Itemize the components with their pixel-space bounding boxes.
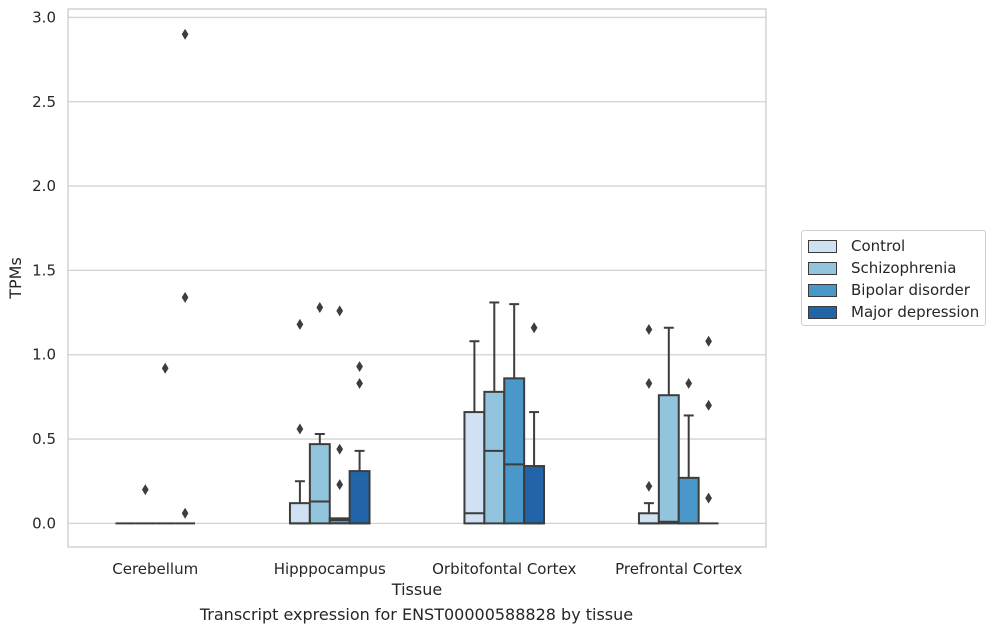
outlier-bipolar-disorder-hipppocampus-2: [336, 305, 344, 317]
box-schizophrenia-hipppocampus: [308, 443, 331, 525]
plot-frame: [67, 8, 767, 548]
legend-swatch-bipolar-disorder: [808, 283, 837, 297]
box-schizophrenia-prefrontal-cortex: [657, 394, 680, 525]
y-tick-labels: 0.0 0.5 1.0 1.5 2.0 2.5 3.0: [32, 8, 56, 532]
outlier-control-hipppocampus-1: [296, 318, 304, 330]
box-control-orbitofontal-cortex: [463, 411, 486, 525]
outlier-schizophrenia-cerebellum-0: [141, 484, 149, 496]
outlier-bipolar-disorder-hipppocampus-0: [336, 479, 344, 491]
box-bipolar-disorder-prefrontal-cortex: [677, 476, 700, 525]
outlier-major-depression-prefrontal-cortex-0: [705, 492, 712, 504]
box-control-prefrontal-cortex: [637, 512, 660, 525]
outlier-major-depression-orbitofontal-cortex-0: [530, 322, 538, 334]
outlier-control-prefrontal-cortex-2: [645, 323, 653, 335]
y-tick-label-3: 1.5: [32, 261, 56, 279]
legend-swatch-major-depression: [808, 305, 837, 319]
outlier-major-depression-hipppocampus-1: [356, 361, 363, 373]
box-bipolar-disorder-orbitofontal-cortex: [503, 377, 526, 525]
box-plot-series: [115, 28, 719, 525]
x-tick-label-hipppocampus: Hipppocampus: [274, 560, 386, 578]
legend-label-control: Control: [851, 237, 906, 255]
y-tick-label-2: 1.0: [32, 346, 56, 364]
outlier-major-depression-prefrontal-cortex-1: [705, 399, 712, 411]
outlier-major-depression-cerebellum-0: [181, 507, 189, 519]
outlier-major-depression-prefrontal-cortex-2: [705, 335, 712, 347]
outlier-bipolar-disorder-prefrontal-cortex-0: [685, 377, 693, 389]
y-gridlines: [68, 16, 766, 525]
outlier-bipolar-disorder-hipppocampus-1: [336, 443, 344, 455]
outlier-bipolar-disorder-cerebellum-0: [161, 362, 169, 374]
outlier-major-depression-hipppocampus-0: [356, 377, 363, 389]
box-major-depression-hipppocampus: [348, 470, 371, 525]
y-tick-label-4: 2.0: [32, 177, 56, 195]
legend-item-schizophrenia: Schizophrenia: [808, 257, 956, 279]
outlier-control-hipppocampus-0: [296, 423, 304, 435]
outlier-schizophrenia-hipppocampus-0: [316, 302, 324, 313]
legend-item-bipolar-disorder: Bipolar disorder: [808, 279, 970, 301]
x-tick-label-orbitofontal-cortex: Orbitofontal Cortex: [432, 560, 576, 578]
legend-item-major-depression: Major depression: [808, 301, 979, 323]
x-tick-labels: Cerebellum Hipppocampus Orbitofontal Corte…: [112, 560, 742, 578]
y-tick-label-0: 0.0: [32, 514, 56, 532]
legend-label-schizophrenia: Schizophrenia: [851, 259, 957, 277]
legend: Control Schizophrenia Bipolar disorder M…: [801, 230, 986, 326]
x-tick-label-cerebellum: Cerebellum: [112, 560, 198, 578]
x-tick-label-prefrontal-cortex: Prefrontal Cortex: [615, 560, 742, 578]
box-schizophrenia-orbitofontal-cortex: [483, 390, 506, 525]
outlier-control-prefrontal-cortex-0: [645, 480, 653, 492]
y-axis-label: TPMs: [6, 257, 25, 300]
outlier-control-prefrontal-cortex-1: [645, 377, 653, 389]
legend-swatch-control: [808, 239, 837, 253]
outlier-major-depression-cerebellum-2: [181, 28, 189, 40]
x-axis-label: Tissue: [391, 580, 442, 599]
box-control-hipppocampus: [288, 502, 311, 525]
y-tick-label-1: 0.5: [32, 430, 56, 448]
legend-item-control: Control: [808, 235, 905, 257]
legend-label-bipolar-disorder: Bipolar disorder: [851, 281, 970, 299]
chart-title: Transcript expression for ENST0000058882…: [199, 605, 634, 624]
box-major-depression-orbitofontal-cortex: [523, 465, 546, 525]
outlier-major-depression-cerebellum-1: [181, 291, 189, 303]
legend-swatch-schizophrenia: [808, 261, 837, 275]
legend-label-major-depression: Major depression: [851, 303, 980, 321]
y-tick-label-6: 3.0: [32, 8, 56, 26]
y-tick-label-5: 2.5: [32, 93, 56, 111]
